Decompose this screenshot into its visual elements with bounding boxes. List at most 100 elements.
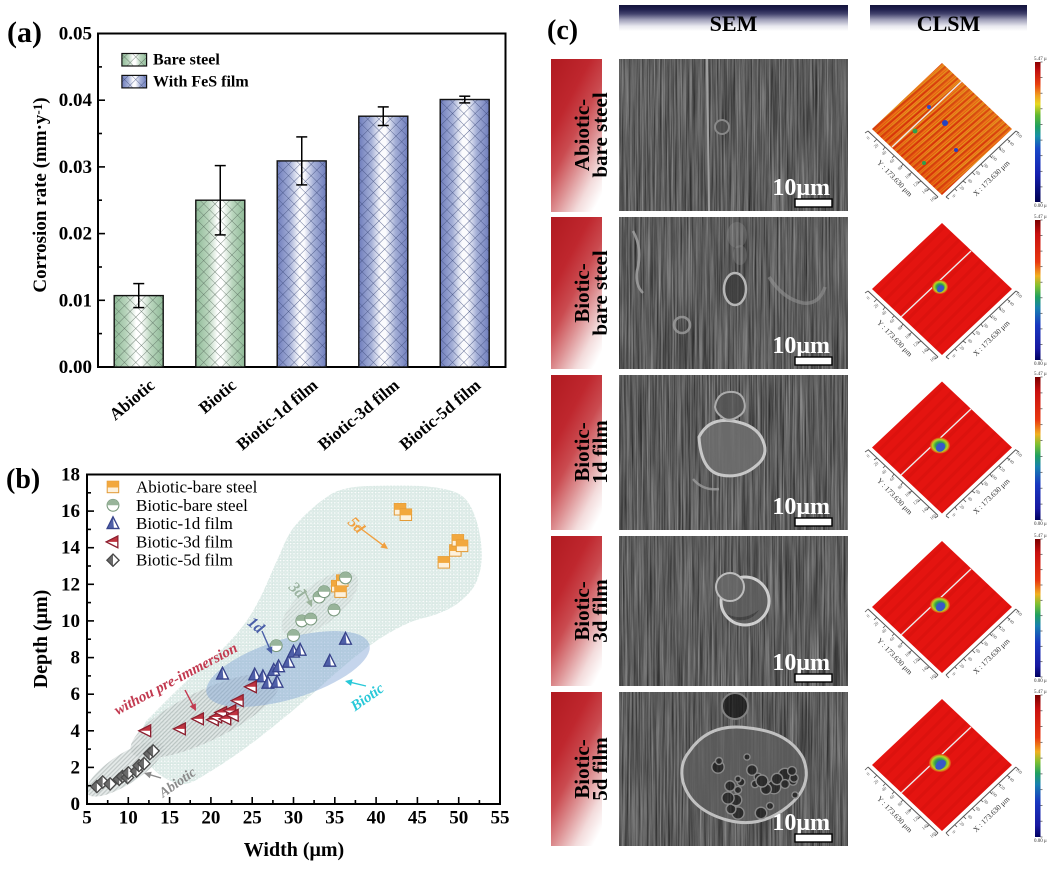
svg-text:40: 40 — [881, 785, 888, 792]
svg-text:40: 40 — [367, 808, 386, 829]
svg-text:10μm: 10μm — [772, 650, 830, 676]
svg-text:Abiotic: Abiotic — [106, 375, 159, 424]
svg-text:40: 40 — [967, 337, 974, 344]
svg-text:120: 120 — [998, 625, 1007, 634]
svg-text:0.00 μ: 0.00 μ — [1034, 839, 1047, 844]
svg-text:Biotic: Biotic — [195, 375, 240, 417]
svg-text:100: 100 — [990, 632, 999, 641]
svg-text:80: 80 — [897, 483, 904, 490]
svg-text:Biotic-1d film: Biotic-1d film — [136, 514, 233, 533]
svg-text:160: 160 — [1015, 609, 1024, 618]
svg-text:20: 20 — [959, 503, 966, 510]
svg-text:55: 55 — [491, 808, 510, 829]
svg-text:0.00 μ: 0.00 μ — [1034, 204, 1047, 209]
svg-text:60: 60 — [889, 793, 896, 800]
svg-text:40: 40 — [967, 495, 974, 502]
svg-text:20: 20 — [959, 820, 966, 827]
svg-text:Biotic-bare steel: Biotic-bare steel — [136, 496, 248, 515]
svg-text:0: 0 — [866, 771, 872, 777]
svg-text:0.01: 0.01 — [59, 290, 92, 311]
svg-text:5.47 μ: 5.47 μ — [1034, 372, 1047, 377]
svg-text:20: 20 — [201, 808, 220, 829]
svg-text:60: 60 — [975, 169, 982, 176]
svg-text:15: 15 — [160, 808, 179, 829]
svg-text:120: 120 — [998, 306, 1007, 315]
svg-text:Bare steel: Bare steel — [153, 52, 220, 69]
svg-text:120: 120 — [912, 179, 921, 188]
svg-text:120: 120 — [998, 465, 1007, 474]
svg-text:0: 0 — [866, 453, 872, 459]
svg-text:160: 160 — [929, 672, 938, 681]
svg-text:60: 60 — [889, 635, 896, 642]
svg-text:0: 0 — [951, 193, 957, 199]
svg-text:0: 0 — [71, 794, 81, 815]
svg-text:X : 173.630 μm: X : 173.630 μm — [971, 476, 1011, 515]
svg-text:160: 160 — [929, 830, 938, 839]
svg-text:0.02: 0.02 — [59, 224, 92, 245]
svg-text:(b): (b) — [6, 464, 40, 495]
svg-text:140: 140 — [921, 346, 930, 355]
svg-text:120: 120 — [998, 146, 1007, 155]
svg-text:Biotic: Biotic — [347, 680, 387, 715]
svg-text:With FeS film: With FeS film — [153, 74, 249, 91]
svg-text:X : 173.630 μm: X : 173.630 μm — [971, 318, 1011, 357]
svg-text:5.47 μ: 5.47 μ — [1034, 534, 1047, 539]
svg-text:100: 100 — [904, 489, 913, 498]
svg-text:40: 40 — [967, 813, 974, 820]
svg-text:Depth (μm): Depth (μm) — [30, 590, 52, 689]
svg-text:60: 60 — [975, 647, 982, 654]
svg-text:140: 140 — [1007, 457, 1016, 466]
svg-text:160: 160 — [1015, 767, 1024, 776]
svg-text:5: 5 — [82, 808, 92, 829]
svg-text:120: 120 — [912, 339, 921, 348]
svg-text:0: 0 — [866, 295, 872, 301]
svg-text:140: 140 — [921, 505, 930, 514]
svg-text:80: 80 — [897, 164, 904, 171]
svg-text:120: 120 — [912, 656, 921, 665]
svg-text:140: 140 — [921, 822, 930, 831]
svg-text:40: 40 — [881, 627, 888, 634]
svg-text:160: 160 — [929, 194, 938, 203]
svg-text:Abiotic-bare steel: Abiotic-bare steel — [136, 478, 258, 497]
svg-text:140: 140 — [1007, 139, 1016, 148]
svg-text:20: 20 — [873, 620, 880, 627]
svg-text:50: 50 — [449, 808, 468, 829]
svg-text:160: 160 — [1015, 131, 1024, 140]
svg-text:80: 80 — [897, 800, 904, 807]
svg-text:0.04: 0.04 — [59, 90, 93, 111]
svg-text:20: 20 — [959, 662, 966, 669]
svg-text:10: 10 — [61, 611, 80, 632]
svg-text:10μm: 10μm — [772, 810, 830, 836]
svg-text:20: 20 — [873, 460, 880, 467]
svg-text:X : 173.630 μm: X : 173.630 μm — [971, 636, 1011, 675]
svg-text:100: 100 — [990, 314, 999, 323]
svg-text:10: 10 — [119, 808, 138, 829]
svg-text:0: 0 — [951, 353, 957, 359]
svg-text:40: 40 — [967, 177, 974, 184]
svg-text:140: 140 — [1007, 775, 1016, 784]
svg-text:20: 20 — [873, 302, 880, 309]
svg-text:60: 60 — [889, 475, 896, 482]
svg-text:40: 40 — [881, 309, 888, 316]
svg-text:160: 160 — [1015, 450, 1024, 459]
svg-text:80: 80 — [983, 480, 990, 487]
svg-text:0.00 μ: 0.00 μ — [1034, 362, 1047, 367]
svg-text:120: 120 — [998, 783, 1007, 792]
svg-text:0: 0 — [866, 135, 872, 141]
svg-text:80: 80 — [897, 324, 904, 331]
svg-text:140: 140 — [921, 664, 930, 673]
svg-text:140: 140 — [1007, 617, 1016, 626]
svg-text:16: 16 — [61, 501, 80, 522]
svg-text:(a): (a) — [7, 16, 42, 49]
svg-text:140: 140 — [921, 186, 930, 195]
svg-text:80: 80 — [983, 798, 990, 805]
svg-text:45: 45 — [408, 808, 427, 829]
svg-text:2: 2 — [71, 757, 81, 778]
svg-text:100: 100 — [990, 790, 999, 799]
svg-text:160: 160 — [929, 512, 938, 521]
svg-text:100: 100 — [990, 154, 999, 163]
svg-text:0.00: 0.00 — [59, 357, 92, 378]
svg-text:60: 60 — [975, 488, 982, 495]
svg-text:30: 30 — [284, 808, 303, 829]
svg-text:100: 100 — [904, 171, 913, 180]
